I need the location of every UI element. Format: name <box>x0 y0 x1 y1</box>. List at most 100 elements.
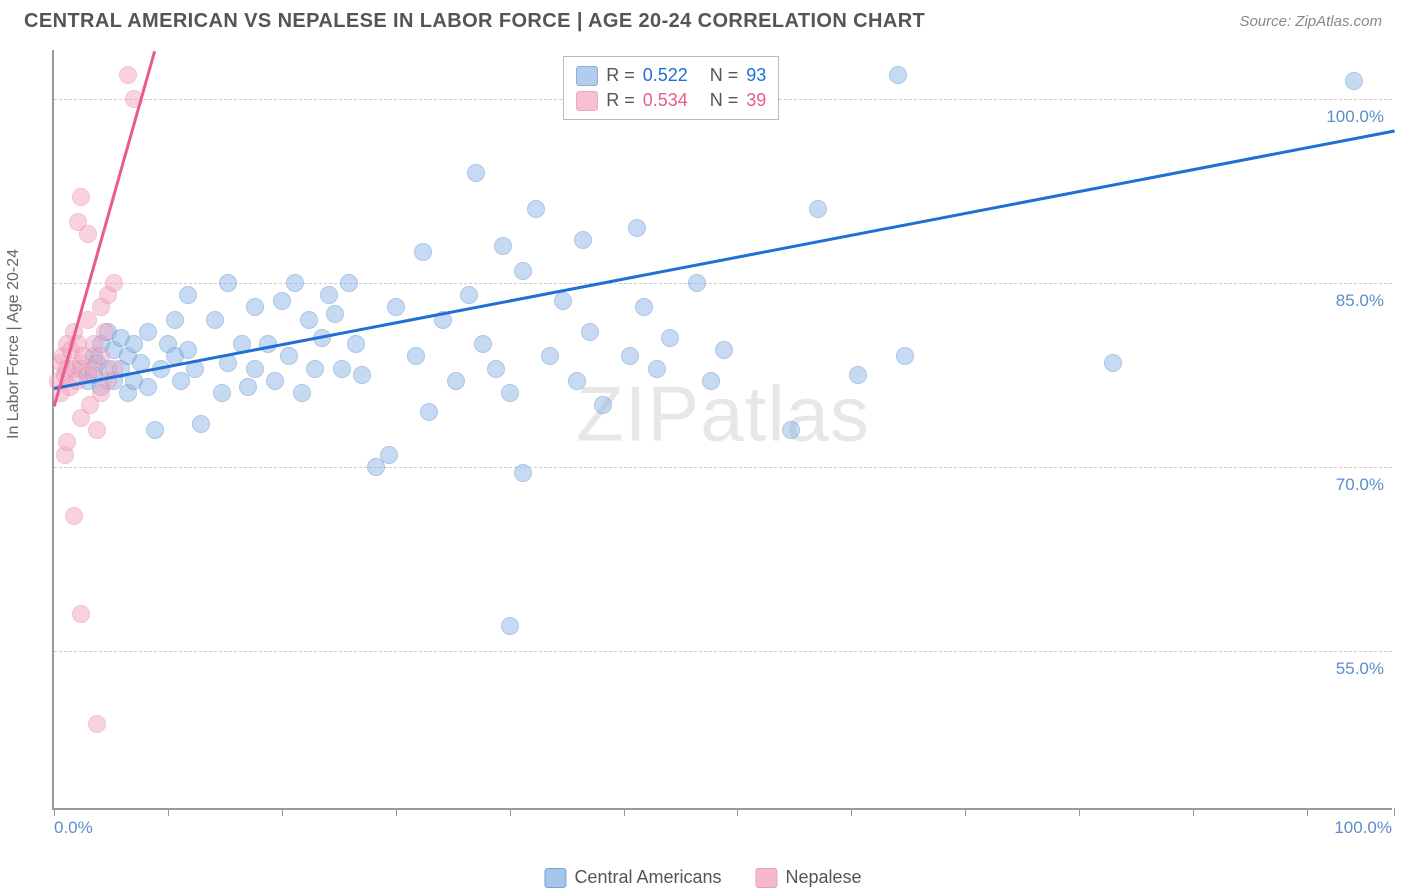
scatter-point <box>889 66 907 84</box>
gridline <box>54 467 1392 468</box>
stats-box: R = 0.522N = 93R = 0.534N = 39 <box>563 56 779 120</box>
scatter-point <box>72 605 90 623</box>
scatter-point <box>380 446 398 464</box>
scatter-point <box>594 396 612 414</box>
legend-swatch <box>756 868 778 888</box>
scatter-point <box>166 311 184 329</box>
scatter-point <box>340 274 358 292</box>
scatter-point <box>407 347 425 365</box>
scatter-point <box>213 384 231 402</box>
source-label: Source: ZipAtlas.com <box>1239 13 1382 30</box>
scatter-point <box>347 335 365 353</box>
scatter-point <box>105 274 123 292</box>
stat-r-label: R = <box>606 90 635 111</box>
scatter-point <box>574 231 592 249</box>
y-tick-label: 100.0% <box>1326 107 1384 127</box>
scatter-point <box>293 384 311 402</box>
scatter-point <box>514 262 532 280</box>
scatter-point <box>621 347 639 365</box>
scatter-point <box>527 200 545 218</box>
scatter-point <box>72 188 90 206</box>
scatter-point <box>96 323 114 341</box>
watermark-text: ZIPatlas <box>576 368 870 459</box>
x-tick <box>965 808 966 816</box>
scatter-point <box>92 298 110 316</box>
x-tick <box>1307 808 1308 816</box>
legend-label: Nepalese <box>786 867 862 888</box>
scatter-point <box>146 421 164 439</box>
legend-item: Nepalese <box>756 867 862 888</box>
scatter-point <box>65 507 83 525</box>
scatter-point <box>782 421 800 439</box>
scatter-point <box>494 237 512 255</box>
scatter-point <box>119 66 137 84</box>
scatter-point <box>326 305 344 323</box>
x-tick <box>1079 808 1080 816</box>
x-tick <box>851 808 852 816</box>
x-tick <box>1193 808 1194 816</box>
scatter-point <box>139 378 157 396</box>
x-tick <box>282 808 283 816</box>
stat-r-label: R = <box>606 65 635 86</box>
scatter-point <box>635 298 653 316</box>
scatter-point <box>192 415 210 433</box>
chart-plot-area: ZIPatlas 55.0%70.0%85.0%100.0%0.0%100.0%… <box>52 50 1392 810</box>
scatter-point <box>239 378 257 396</box>
scatter-point <box>648 360 666 378</box>
scatter-point <box>447 372 465 390</box>
scatter-point <box>514 464 532 482</box>
scatter-point <box>628 219 646 237</box>
scatter-point <box>387 298 405 316</box>
scatter-point <box>1345 72 1363 90</box>
scatter-point <box>320 286 338 304</box>
x-tick <box>624 808 625 816</box>
scatter-point <box>460 286 478 304</box>
legend: Central Americans Nepalese <box>544 867 861 888</box>
scatter-point <box>420 403 438 421</box>
legend-swatch <box>544 868 566 888</box>
stat-n-value: 93 <box>746 65 766 86</box>
stat-r-value: 0.522 <box>643 65 688 86</box>
scatter-point <box>286 274 304 292</box>
scatter-point <box>280 347 298 365</box>
chart-title: CENTRAL AMERICAN VS NEPALESE IN LABOR FO… <box>24 10 925 33</box>
legend-swatch <box>576 66 598 86</box>
scatter-point <box>219 274 237 292</box>
x-tick <box>1394 808 1395 816</box>
x-tick-label: 100.0% <box>1334 818 1392 838</box>
scatter-point <box>139 323 157 341</box>
y-axis-label: In Labor Force | Age 20-24 <box>5 249 23 439</box>
scatter-point <box>179 341 197 359</box>
legend-label: Central Americans <box>574 867 721 888</box>
scatter-point <box>541 347 559 365</box>
stat-r-value: 0.534 <box>643 90 688 111</box>
scatter-point <box>849 366 867 384</box>
scatter-point <box>266 372 284 390</box>
scatter-point <box>501 384 519 402</box>
scatter-point <box>581 323 599 341</box>
scatter-point <box>501 617 519 635</box>
scatter-point <box>246 298 264 316</box>
y-tick-label: 55.0% <box>1336 659 1384 679</box>
scatter-point <box>809 200 827 218</box>
scatter-point <box>353 366 371 384</box>
y-tick-label: 85.0% <box>1336 291 1384 311</box>
x-tick-label: 0.0% <box>54 818 93 838</box>
gridline <box>54 283 1392 284</box>
scatter-point <box>568 372 586 390</box>
stat-n-label: N = <box>710 90 739 111</box>
x-tick <box>510 808 511 816</box>
gridline <box>54 651 1392 652</box>
scatter-point <box>661 329 679 347</box>
stats-row: R = 0.534N = 39 <box>576 88 766 113</box>
scatter-point <box>414 243 432 261</box>
scatter-point <box>179 286 197 304</box>
scatter-point <box>1104 354 1122 372</box>
scatter-point <box>467 164 485 182</box>
scatter-point <box>688 274 706 292</box>
stats-row: R = 0.522 N = 93 <box>576 63 766 88</box>
scatter-point <box>206 311 224 329</box>
stat-n-label: N = <box>710 65 739 86</box>
scatter-point <box>702 372 720 390</box>
scatter-point <box>58 433 76 451</box>
